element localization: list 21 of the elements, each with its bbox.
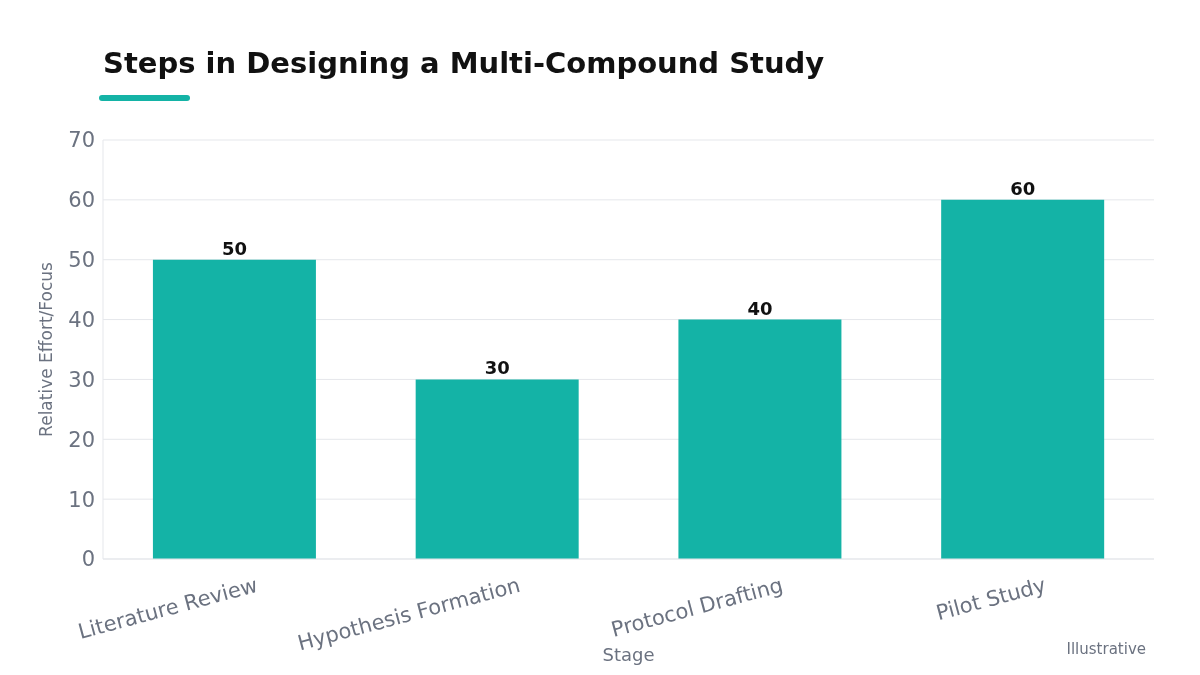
y-tick-label: 40 xyxy=(68,308,95,333)
bar xyxy=(678,319,842,559)
data-label: 30 xyxy=(484,357,510,379)
text: Illustrative xyxy=(1066,640,1146,658)
bar xyxy=(415,379,579,559)
y-tick-label: 50 xyxy=(68,248,95,273)
y-tick-label: 70 xyxy=(68,128,95,153)
bar xyxy=(152,259,316,559)
x-axis-title: Stage xyxy=(602,644,655,665)
bar xyxy=(941,199,1105,559)
y-tick-label: 20 xyxy=(68,427,95,452)
y-axis-title: Relative Effort/Focus xyxy=(36,261,57,437)
chart-title: Steps in Designing a Multi-Compound Study xyxy=(103,46,825,80)
y-tick-label: 0 xyxy=(81,547,95,572)
data-label: 40 xyxy=(747,297,773,319)
y-tick-label: 60 xyxy=(68,188,95,213)
x-tick-label: Pilot Study xyxy=(933,572,1049,626)
data-label: 50 xyxy=(221,237,247,259)
y-tick-label: 10 xyxy=(68,487,95,512)
data-label: 60 xyxy=(1010,177,1036,199)
y-tick-label: 30 xyxy=(68,367,95,392)
